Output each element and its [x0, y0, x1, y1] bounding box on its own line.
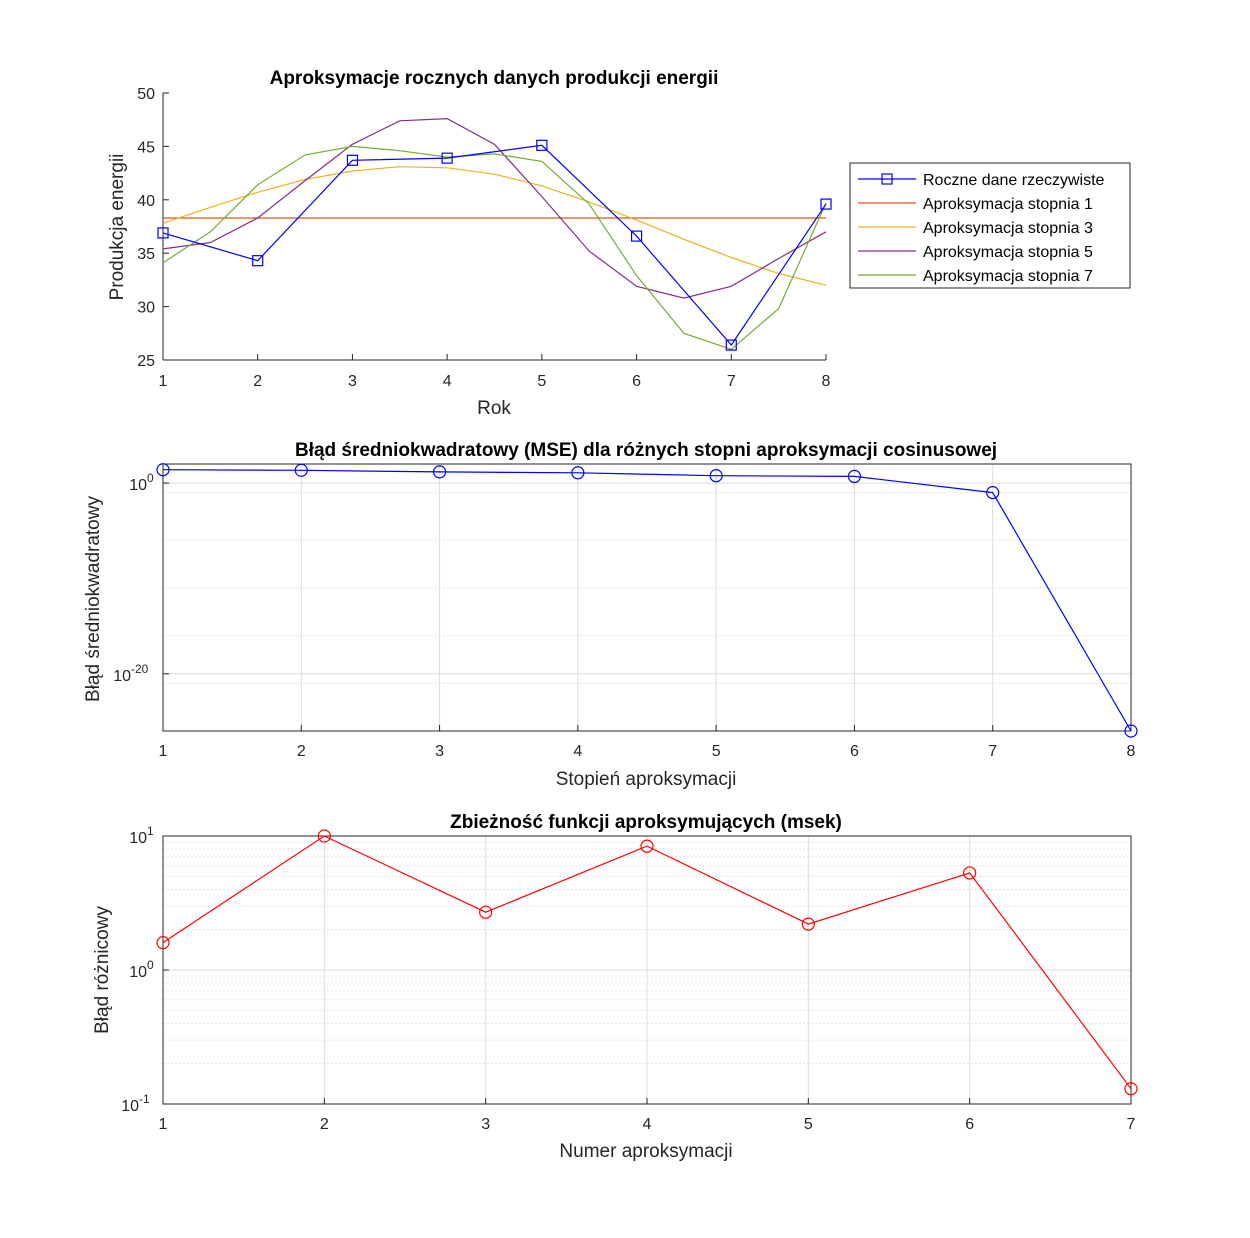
chart3-y-tick-base: 10	[121, 1098, 139, 1115]
chart2-data-point	[571, 466, 585, 480]
chart3-title: Zbieżność funkcji aproksymujących (msek)	[450, 812, 842, 833]
chart3-ylabel: Błąd różnicowy	[92, 906, 113, 1034]
chart1-legend-label: Aproksymacja stopnia 5	[923, 244, 1093, 261]
chart3-data-point	[1124, 1082, 1138, 1096]
chart1-data-point	[157, 227, 169, 239]
chart1-data-point	[252, 255, 264, 267]
chart1-y-tick-label: 40	[137, 193, 155, 210]
chart1-series-line-0	[162, 144, 827, 346]
chart3-data-point	[156, 936, 170, 950]
chart3-xlabel: Numer aproksymacji	[559, 1141, 732, 1162]
chart1-series-line-2	[162, 166, 827, 286]
chart1-x-tick-label: 6	[632, 373, 641, 390]
chart2-y-tick-base: 10	[113, 668, 131, 685]
chart2-x-tick-label: 5	[712, 743, 721, 760]
chart1-y-tick-label: 30	[137, 300, 155, 317]
chart1-legend-label: Aproksymacja stopnia 7	[923, 268, 1093, 285]
chart3-y-tick-base: 10	[129, 830, 147, 847]
chart2-title: Błąd średniokwadratowy (MSE) dla różnych…	[295, 440, 997, 461]
chart2-x-tick-label: 1	[159, 743, 168, 760]
chart3-x-tick-label: 6	[965, 1116, 974, 1133]
chart3-data-point	[640, 839, 654, 853]
chart1-legend-label: Aproksymacja stopnia 1	[923, 196, 1093, 213]
chart1-y-tick-label: 25	[137, 353, 155, 370]
chart2-x-tick-label: 6	[850, 743, 859, 760]
chart3-y-tick-exp: -1	[139, 1092, 150, 1106]
chart2-data-point	[156, 463, 170, 477]
chart1-title: Aproksymacje rocznych danych produkcji e…	[270, 68, 719, 89]
chart2-series-line	[162, 469, 1132, 732]
chart1-series-line-3	[162, 117, 827, 299]
chart1-legend-label: Roczne dane rzeczywiste	[923, 172, 1105, 189]
chart2-data-point	[294, 463, 308, 477]
chart3-data-point	[479, 905, 493, 919]
chart3-y-tick-base: 10	[129, 964, 147, 981]
chart1-x-tick-label: 2	[253, 373, 262, 390]
chart1-data-point	[346, 154, 359, 166]
chart3-x-tick-label: 3	[481, 1116, 490, 1133]
chart1-x-tick-label: 1	[159, 373, 168, 390]
chart2-plot-bg	[163, 464, 1131, 731]
chart1-data-point	[536, 139, 548, 151]
chart1-legend-label: Aproksymacja stopnia 3	[923, 220, 1093, 237]
chart2-x-tick-label: 8	[1127, 743, 1136, 760]
chart1-legend: Roczne dane rzeczywiste Aproksymacja stop…	[849, 162, 1131, 289]
chart2-y-tick-exp: 0	[147, 471, 154, 485]
chart2-data-point	[847, 469, 862, 484]
chart2-y-tick-exp: -20	[131, 662, 149, 676]
chart1-data-point	[820, 198, 832, 210]
chart1-x-tick-label: 3	[348, 373, 357, 390]
chart1-data-point	[630, 230, 643, 242]
chart1-xlabel: Rok	[477, 398, 511, 419]
chart3-x-tick-label: 1	[159, 1116, 168, 1133]
chart2-data-point	[986, 486, 1000, 500]
chart1-series-line-4	[162, 145, 827, 350]
chart1-ylabel: Produkcja energii	[107, 154, 128, 301]
chart1-x-tick-label: 8	[822, 373, 831, 390]
chart-mse: Błąd średniokwadratowy (MSE) dla różnych…	[83, 440, 1138, 790]
chart1-x-tick-label: 4	[443, 373, 452, 390]
chart2-axes-box	[162, 463, 1132, 732]
chart1-x-tick-label: 7	[727, 373, 736, 390]
chart2-xlabel: Stopień aproksymacji	[556, 769, 737, 790]
chart3-data-point	[801, 917, 815, 931]
chart2-ylabel: Błąd średniokwadratowy	[83, 496, 104, 702]
chart3-x-tick-label: 2	[320, 1116, 329, 1133]
chart2-y-tick-base: 10	[129, 477, 147, 494]
chart2-data-point	[709, 469, 723, 483]
chart2-data-point	[432, 465, 447, 479]
chart1-data-point	[441, 152, 453, 164]
chart2-data-point	[1124, 724, 1138, 738]
chart-convergence: Zbieżność funkcji aproksymujących (msek)…	[92, 812, 1138, 1162]
chart1-x-tick-label: 5	[537, 373, 546, 390]
chart1-legend-box	[849, 162, 1131, 289]
chart3-x-tick-label: 7	[1127, 1116, 1136, 1133]
chart2-x-tick-label: 3	[435, 743, 444, 760]
chart2-x-tick-label: 4	[573, 743, 582, 760]
chart3-y-tick-exp: 0	[147, 958, 154, 972]
chart2-x-tick-label: 7	[988, 743, 997, 760]
chart2-x-tick-label: 2	[297, 743, 306, 760]
chart1-legend-marker	[881, 173, 893, 185]
chart3-data-point	[963, 866, 977, 880]
chart3-x-tick-label: 4	[643, 1116, 652, 1133]
chart3-x-tick-label: 5	[804, 1116, 813, 1133]
chart1-data-point	[725, 339, 737, 351]
chart1-y-tick-label: 50	[137, 86, 155, 103]
chart3-data-point	[317, 829, 331, 843]
chart-production: Aproksymacje rocznych danych produkcji e…	[107, 68, 1131, 419]
chart1-y-tick-label: 35	[137, 246, 155, 263]
chart3-series-line	[162, 835, 1132, 1090]
chart3-y-tick-exp: 1	[147, 824, 154, 838]
chart1-y-tick-label: 45	[137, 139, 155, 156]
